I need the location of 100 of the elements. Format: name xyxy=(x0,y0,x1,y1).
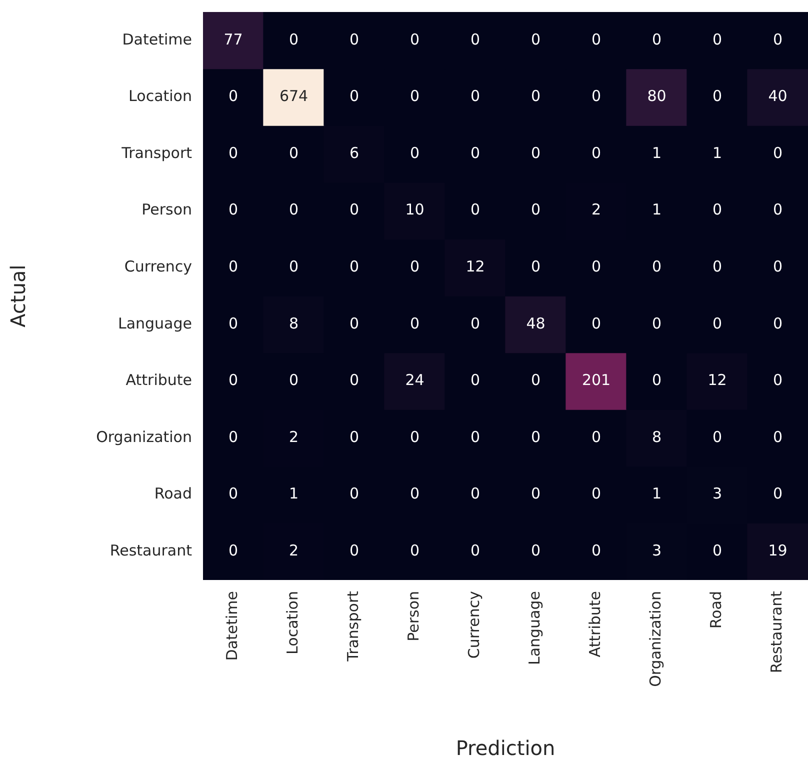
y-tick-label: Currency xyxy=(124,257,192,276)
data-label: 0 xyxy=(772,428,783,446)
data-label: 0 xyxy=(772,484,783,503)
x-tick-label: Road xyxy=(707,591,726,629)
data-label: 0 xyxy=(349,257,360,276)
data-label: 0 xyxy=(228,144,238,162)
data-label: 1 xyxy=(652,200,662,219)
data-label: 0 xyxy=(410,257,420,276)
data-label: 0 xyxy=(288,257,299,276)
data-label: 0 xyxy=(530,371,541,390)
data-label: 0 xyxy=(228,200,238,219)
data-label: 8 xyxy=(652,428,662,446)
data-label: 0 xyxy=(652,257,662,276)
y-tick-label: Language xyxy=(118,314,192,332)
data-label: 0 xyxy=(349,371,360,390)
data-label: 0 xyxy=(772,144,783,162)
y-tick-label: Restaurant xyxy=(110,541,192,560)
y-tick-label: Transport xyxy=(120,144,192,162)
data-label: 0 xyxy=(228,314,238,332)
x-tick-label: Restaurant xyxy=(768,590,786,674)
data-label: 12 xyxy=(466,257,485,276)
data-label: 12 xyxy=(708,371,727,390)
x-axis-title: Prediction xyxy=(456,736,556,760)
data-label: 0 xyxy=(349,314,360,332)
data-label: 10 xyxy=(405,200,424,219)
data-label: 2 xyxy=(288,428,299,446)
data-label: 0 xyxy=(712,87,722,106)
data-label: 0 xyxy=(652,30,662,48)
data-label: 24 xyxy=(405,371,424,390)
data-label: 0 xyxy=(288,200,299,219)
data-label: 0 xyxy=(530,200,541,219)
data-label: 0 xyxy=(349,541,360,560)
x-tick-label: Language xyxy=(526,591,544,666)
data-label: 0 xyxy=(530,484,541,503)
data-label: 0 xyxy=(228,87,238,106)
x-tick-label: Datetime xyxy=(223,591,242,661)
data-label: 0 xyxy=(530,257,541,276)
data-label: 0 xyxy=(591,30,602,48)
y-axis-title: Actual xyxy=(6,264,30,328)
data-label: 0 xyxy=(652,314,662,332)
data-label: 0 xyxy=(712,428,722,446)
data-label: 0 xyxy=(470,87,480,106)
data-label: 1 xyxy=(652,484,662,503)
data-label: 0 xyxy=(349,30,360,48)
x-tick-label: Location xyxy=(284,591,302,654)
data-label: 0 xyxy=(349,428,360,446)
y-tick-label: Road xyxy=(154,484,192,503)
y-tick-label: Datetime xyxy=(122,30,192,48)
data-label: 0 xyxy=(470,484,480,503)
data-label: 0 xyxy=(349,484,360,503)
data-label: 0 xyxy=(410,30,420,48)
data-label: 0 xyxy=(470,144,480,162)
data-label: 0 xyxy=(228,484,238,503)
data-label: 0 xyxy=(591,541,602,560)
x-tick-label: Organization xyxy=(646,591,665,687)
data-label: 201 xyxy=(582,371,611,390)
data-label: 0 xyxy=(772,30,783,48)
data-label: 0 xyxy=(470,541,480,560)
data-label: 0 xyxy=(288,371,299,390)
data-label: 0 xyxy=(410,428,420,446)
data-label: 77 xyxy=(224,30,243,48)
data-label: 0 xyxy=(470,200,480,219)
data-label: 8 xyxy=(288,314,299,332)
data-label: 0 xyxy=(772,200,783,219)
data-label: 0 xyxy=(591,314,602,332)
data-label: 0 xyxy=(772,314,783,332)
data-label: 0 xyxy=(349,87,360,106)
data-label: 0 xyxy=(228,541,238,560)
data-label: 674 xyxy=(279,87,308,106)
data-label: 1 xyxy=(288,484,299,503)
data-label: 0 xyxy=(530,144,541,162)
data-label: 0 xyxy=(712,30,722,48)
data-label: 0 xyxy=(772,371,783,390)
data-label: 1 xyxy=(652,144,662,162)
data-label: 0 xyxy=(288,144,299,162)
data-label: 6 xyxy=(349,144,360,162)
data-label: 0 xyxy=(410,87,420,106)
data-label: 19 xyxy=(768,541,788,560)
data-label: 0 xyxy=(349,200,360,219)
data-label: 80 xyxy=(647,87,666,106)
y-tick-label: Location xyxy=(128,87,192,106)
data-label: 0 xyxy=(591,87,602,106)
data-label: 0 xyxy=(530,30,541,48)
data-label: 0 xyxy=(591,484,602,503)
data-label: 0 xyxy=(228,257,238,276)
data-label: 0 xyxy=(530,541,541,560)
data-label: 0 xyxy=(228,371,238,390)
data-label: 0 xyxy=(712,314,722,332)
data-label: 2 xyxy=(288,541,299,560)
data-label: 0 xyxy=(772,257,783,276)
data-label: 0 xyxy=(591,257,602,276)
x-tick-label: Person xyxy=(404,591,423,642)
data-label: 0 xyxy=(530,87,541,106)
data-label: 0 xyxy=(652,371,662,390)
y-tick-label: Attribute xyxy=(126,371,192,390)
data-label: 0 xyxy=(530,428,541,446)
data-label: 40 xyxy=(768,87,788,106)
data-label: 1 xyxy=(712,144,722,162)
data-label: 0 xyxy=(470,30,480,48)
data-label: 0 xyxy=(591,428,602,446)
